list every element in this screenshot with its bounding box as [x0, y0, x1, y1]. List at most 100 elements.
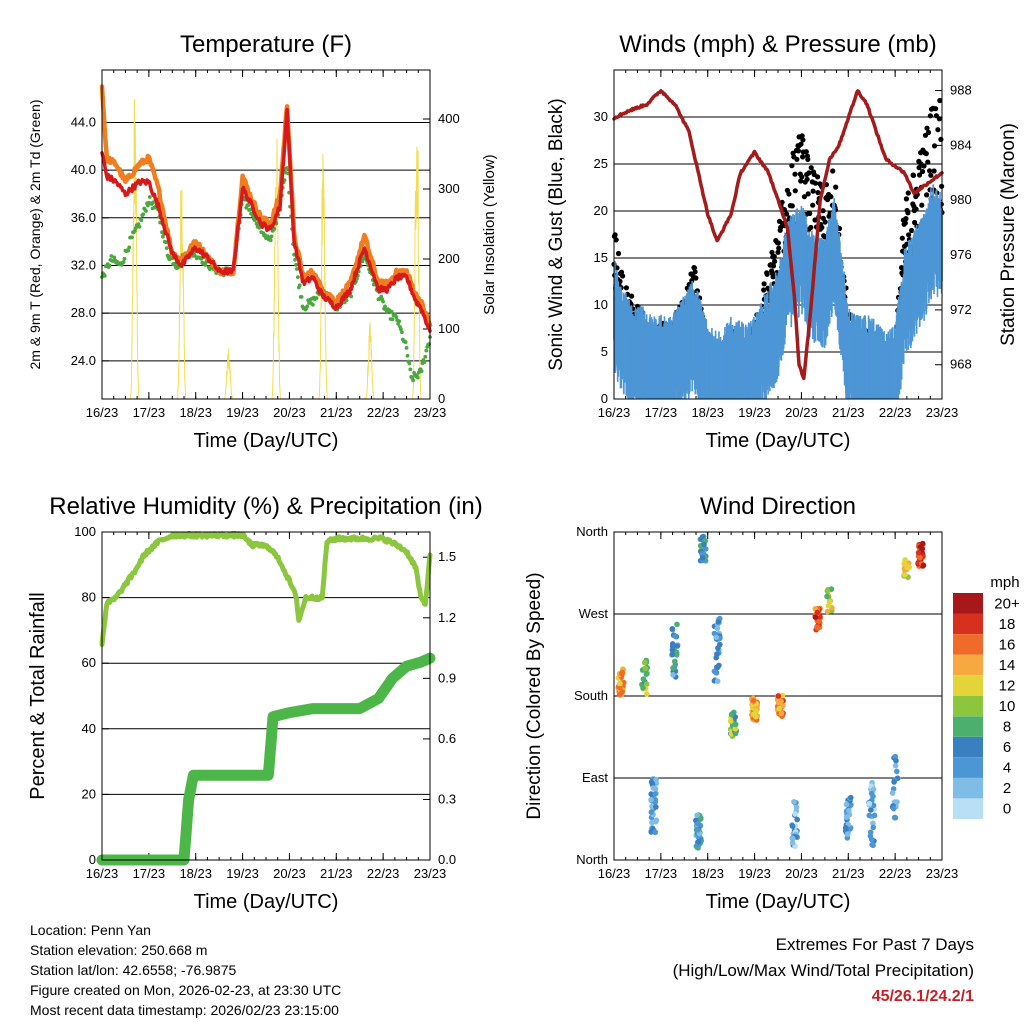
wind-direction-point: [670, 665, 676, 671]
extremes-values: 45/26.1/24.2/1: [871, 988, 974, 1005]
wind-direction-point: [824, 593, 830, 600]
solar-insolation-line: [318, 153, 329, 400]
x-tick-label: 17/23: [645, 405, 678, 420]
gust-point: [822, 219, 828, 225]
gust-point: [924, 192, 930, 198]
wind-direction-point: [715, 645, 721, 651]
y-tick-label: 40: [82, 721, 96, 736]
y-right-tick-label: 980: [950, 192, 972, 207]
wind-direction-point: [644, 691, 650, 697]
colorbar-label: 10: [999, 698, 1016, 715]
dewpoint-point: [294, 263, 298, 267]
wind-direction-point: [824, 588, 831, 594]
y-tick-label: 20: [82, 786, 96, 801]
wind-direction-point: [669, 643, 676, 650]
colorbar-label: 16: [999, 636, 1016, 653]
gust-point: [776, 245, 782, 251]
wind-direction-point: [617, 680, 623, 687]
gust-point: [899, 235, 905, 241]
wind-direction-point: [672, 658, 678, 665]
wind-direction-point: [669, 626, 676, 632]
wind-direction-point: [794, 816, 800, 823]
wind-direction-point: [904, 564, 910, 570]
wind-direction-point: [824, 608, 831, 615]
gust-point: [795, 148, 802, 154]
gust-point: [810, 188, 816, 194]
y-tick-label: 5: [601, 344, 608, 359]
wind-direction-point: [648, 809, 655, 815]
y-tick-label: 40.0: [71, 162, 96, 177]
gust-point: [789, 163, 795, 169]
y-right-tick-label: 0: [438, 391, 445, 406]
gust-point: [898, 265, 905, 271]
gust-point: [931, 143, 938, 149]
x-tick-label: 23/23: [414, 866, 447, 881]
y-tick-label: 0: [89, 852, 96, 867]
y-axis-label: 2m & 9m T (Red, Orange) & 2m Td (Green): [27, 100, 43, 370]
y-right-tick-label: 976: [950, 247, 972, 262]
dewpoint-point: [107, 263, 112, 268]
wind-direction-point: [816, 618, 822, 624]
gust-point: [819, 224, 825, 231]
wind-direction-point: [792, 811, 798, 817]
x-tick-label: 17/23: [133, 866, 166, 881]
gust-point: [928, 172, 934, 178]
station-pressure-line: [612, 88, 944, 381]
wind-direction-point: [891, 814, 898, 821]
gust-point: [775, 240, 782, 246]
y-tick-label: East: [582, 770, 608, 785]
wind-direction-point: [902, 572, 908, 578]
wind-direction-point: [868, 836, 875, 843]
wind-direction-point: [653, 776, 659, 783]
wind-direction-point: [789, 823, 796, 829]
location-text: Location: Penn Yan: [30, 922, 151, 938]
humidity-precip-panel: Relative Humidity (%) & Precipitation (i…: [27, 493, 483, 913]
dewpoint-point: [268, 238, 273, 243]
latlon-text: Station lat/lon: 42.6558; -76.9875: [30, 962, 237, 978]
dewpoint-point: [126, 248, 131, 253]
gust-point: [769, 249, 775, 255]
dewpoint-point: [381, 299, 385, 304]
wind-direction-point: [732, 730, 739, 737]
dewpoint-point: [164, 246, 169, 251]
wind-direction-panel: Wind Direction 16/23 17/23 18/23 19/23 20/23 2…: [524, 493, 958, 913]
wind-direction-point: [699, 534, 706, 540]
y-tick-label: 44.0: [71, 114, 96, 129]
gust-point: [801, 194, 808, 200]
plot-border: [613, 531, 943, 861]
y-right-tick-label: 972: [950, 302, 972, 317]
gust-point: [784, 211, 790, 217]
wind-direction-point: [732, 721, 739, 728]
y-tick-label: 28.0: [71, 305, 96, 320]
wind-direction-point: [727, 718, 734, 724]
y-tick-label: 60: [82, 655, 96, 670]
wind-direction-point: [699, 550, 706, 557]
x-tick-label: 21/23: [320, 866, 353, 881]
gust-point: [909, 227, 915, 234]
wind-direction-point: [652, 791, 658, 797]
gust-point: [812, 217, 818, 223]
gust-point: [798, 141, 804, 147]
wind-direction-point: [714, 678, 721, 684]
wind-direction-point: [825, 602, 832, 609]
dewpoint-point: [130, 235, 134, 240]
gust-point: [803, 149, 809, 155]
wind-direction-point: [843, 801, 850, 808]
dewpoint-point: [411, 378, 415, 383]
y-right-tick-label: 100: [438, 321, 460, 336]
x-tick-label: 22/23: [367, 405, 400, 420]
x-tick-label: 19/23: [226, 405, 259, 420]
dewpoint-point: [141, 212, 146, 217]
wind-direction-point: [776, 705, 782, 712]
wind-direction-point: [920, 562, 927, 569]
wind-direction-point: [894, 768, 900, 775]
wind-direction-point: [778, 710, 785, 717]
wind-direction-point: [848, 794, 854, 801]
dewpoint-point: [397, 319, 401, 324]
y-right-tick-label: 984: [950, 137, 972, 152]
dewpoint-point: [314, 296, 319, 300]
gust-point: [812, 180, 819, 186]
dewpoint-point: [295, 267, 299, 271]
extremes-title: Extremes For Past 7 Days: [775, 935, 974, 954]
gust-point: [833, 184, 839, 190]
